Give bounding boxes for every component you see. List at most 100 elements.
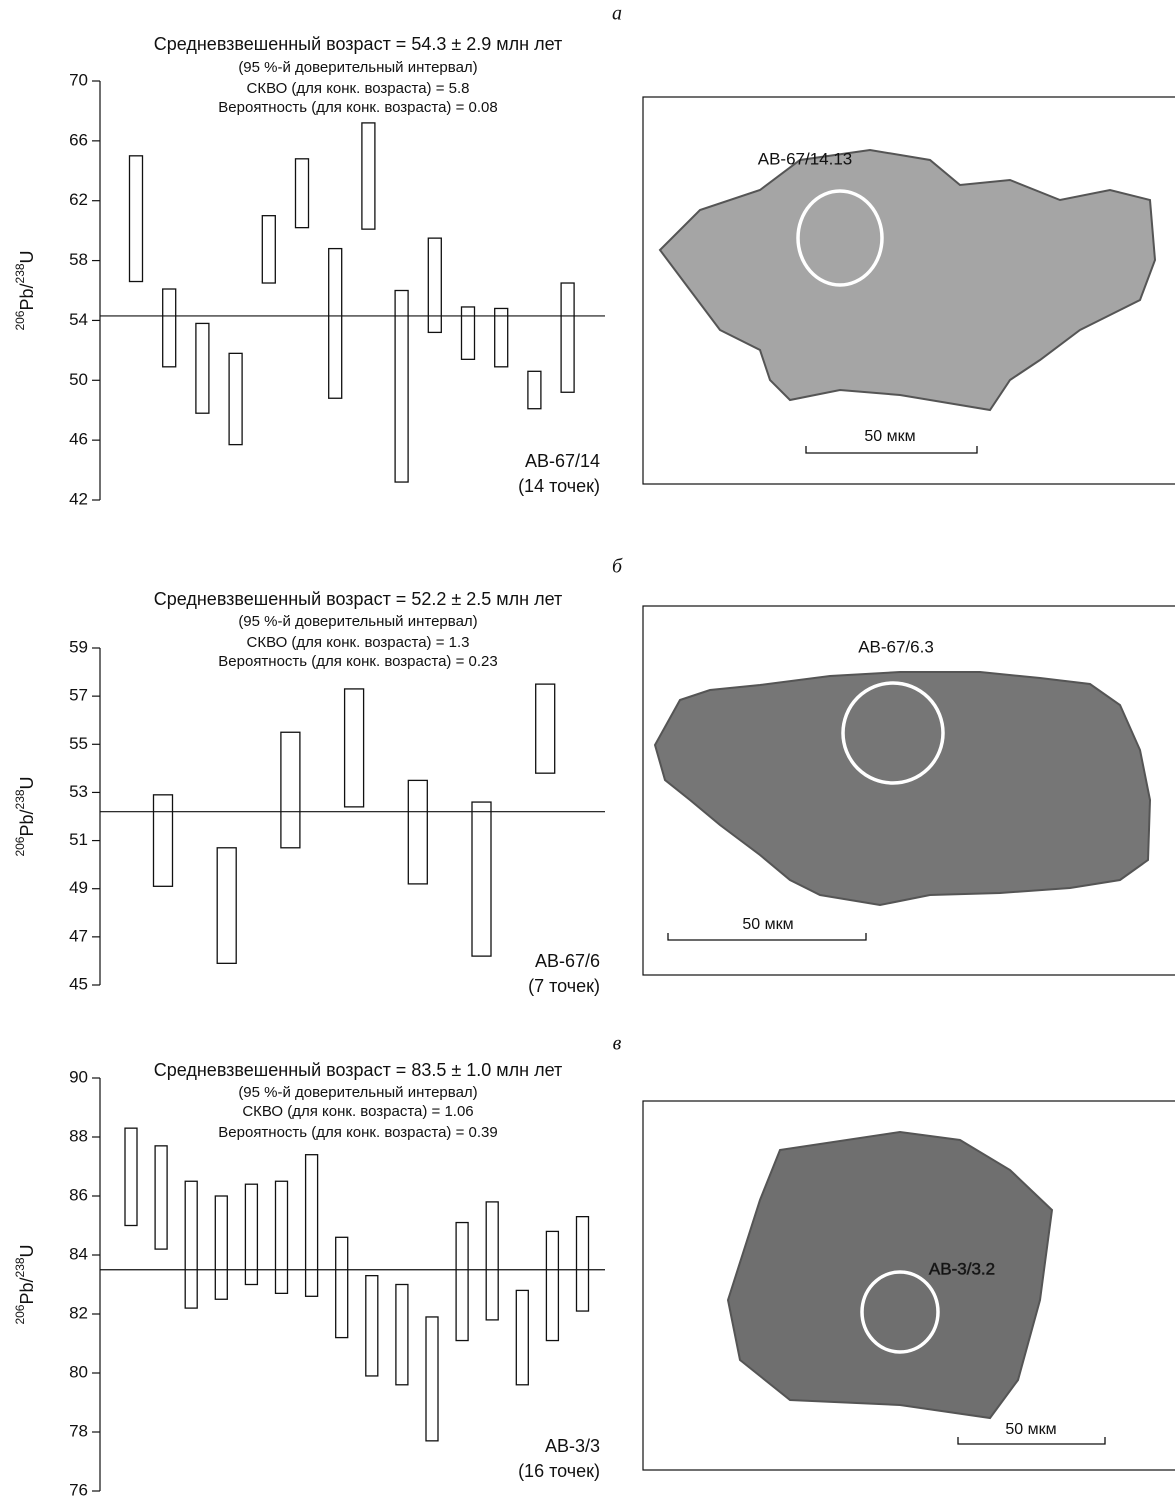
age-box (486, 1202, 498, 1320)
y-tick-label: 70 (69, 70, 88, 89)
y-tick-label: 42 (69, 489, 88, 508)
image-label: АВ-3/3.2 (929, 1259, 995, 1278)
age-box (229, 353, 242, 444)
chart-note: (95 %-й доверительный интервал) (238, 613, 477, 630)
age-box (396, 1285, 408, 1385)
chart-title: Средневзвешенный возраст = 52.2 ± 2.5 мл… (154, 589, 563, 609)
isotope-element: Pb/ (17, 283, 37, 310)
sample-label: АВ-67/6 (535, 951, 600, 971)
age-box (546, 1231, 558, 1340)
chart-panel: в Средневзвешенный возраст = 83.5 ± 1.0 м… (13, 1033, 1175, 1500)
y-tick-label: 59 (69, 637, 88, 656)
age-box (561, 283, 574, 392)
isotope-mass: 206 (13, 1304, 27, 1324)
age-box (276, 1181, 288, 1293)
age-box (125, 1128, 137, 1225)
scale-label: 50 мкм (742, 916, 793, 933)
chart-note: (95 %-й доверительный интервал) (238, 1084, 477, 1101)
y-axis-label: 206Pb/238U (13, 776, 37, 856)
image-label: АВ-67/6.3 (858, 637, 934, 656)
age-box (536, 684, 555, 773)
y-tick-label: 54 (69, 310, 88, 329)
isotope-mass: 238 (13, 263, 27, 283)
age-box (366, 1276, 378, 1376)
y-tick-label: 88 (69, 1126, 88, 1145)
panel-letter: б (612, 556, 623, 578)
y-tick-label: 49 (69, 878, 88, 897)
chart-panel: а Средневзвешенный возраст = 54.3 ± 2.9 м… (13, 3, 1175, 509)
age-box (215, 1196, 227, 1299)
y-tick-label: 90 (69, 1067, 88, 1086)
y-tick-label: 66 (69, 130, 88, 149)
age-box (306, 1155, 318, 1297)
isotope-element: U (17, 776, 37, 789)
chart-note: (95 %-й доверительный интервал) (238, 59, 477, 76)
age-box (516, 1290, 528, 1384)
age-box (154, 795, 173, 886)
age-box (281, 732, 300, 848)
y-tick-label: 51 (69, 830, 88, 849)
y-tick-label: 58 (69, 250, 88, 269)
points-note: (16 точек) (518, 1461, 600, 1481)
chart-title: Средневзвешенный возраст = 83.5 ± 1.0 мл… (154, 1060, 563, 1080)
points-note: (7 точек) (528, 976, 600, 996)
y-tick-label: 45 (69, 974, 88, 993)
age-box (472, 802, 491, 956)
chart-note: Вероятность (для конк. возраста) = 0.08 (218, 99, 497, 116)
y-tick-label: 78 (69, 1421, 88, 1440)
age-box (462, 307, 475, 359)
chart-note: СКВО (для конк. возраста) = 1.06 (242, 1103, 473, 1120)
age-box (196, 323, 209, 413)
panel-letter: в (613, 1033, 622, 1055)
age-box (408, 780, 427, 884)
y-tick-label: 50 (69, 370, 88, 389)
y-axis-label: 206Pb/238U (13, 1244, 37, 1324)
y-tick-label: 62 (69, 190, 88, 209)
y-tick-label: 47 (69, 926, 88, 945)
sample-label: АВ-3/3 (545, 1436, 600, 1456)
chart-note: СКВО (для конк. возраста) = 5.8 (247, 80, 470, 97)
y-tick-label: 57 (69, 686, 88, 705)
age-box (336, 1237, 348, 1337)
age-box (130, 156, 143, 282)
isotope-mass: 206 (13, 310, 27, 330)
y-tick-label: 55 (69, 734, 88, 753)
image-label: АВ-67/14.13 (758, 149, 853, 168)
age-box (345, 689, 364, 807)
age-box (428, 238, 441, 332)
isotope-element: U (17, 1244, 37, 1257)
age-box (395, 291, 408, 483)
sample-label: АВ-67/14 (525, 451, 600, 471)
age-box (495, 308, 508, 366)
isotope-element: Pb/ (17, 809, 37, 836)
age-box (362, 123, 375, 229)
y-tick-label: 76 (69, 1480, 88, 1499)
isotope-element: Pb/ (17, 1277, 37, 1304)
isotope-mass: 238 (13, 1257, 27, 1277)
isotope-element: U (17, 250, 37, 263)
y-tick-label: 80 (69, 1362, 88, 1381)
age-box (185, 1181, 197, 1308)
figure: а Средневзвешенный возраст = 54.3 ± 2.9 м… (0, 0, 1175, 1502)
y-tick-label: 84 (69, 1244, 88, 1263)
points-note: (14 точек) (518, 476, 600, 496)
age-box (155, 1146, 167, 1249)
age-box (163, 289, 176, 367)
scale-label: 50 мкм (864, 428, 915, 445)
y-tick-label: 82 (69, 1303, 88, 1322)
isotope-mass: 206 (13, 836, 27, 856)
age-box (426, 1317, 438, 1441)
panel-letter: а (612, 3, 622, 25)
chart-note: СКВО (для конк. возраста) = 1.3 (247, 634, 470, 651)
age-box (577, 1217, 589, 1311)
age-box (217, 848, 236, 964)
chart-note: Вероятность (для конк. возраста) = 0.39 (218, 1124, 497, 1141)
chart-title: Средневзвешенный возраст = 54.3 ± 2.9 мл… (154, 34, 563, 54)
y-tick-label: 53 (69, 782, 88, 801)
age-box (262, 216, 275, 283)
chart-note: Вероятность (для конк. возраста) = 0.23 (218, 653, 497, 670)
age-box (296, 159, 309, 228)
y-axis-label: 206Pb/238U (13, 250, 37, 330)
isotope-mass: 238 (13, 789, 27, 809)
age-box (456, 1223, 468, 1341)
